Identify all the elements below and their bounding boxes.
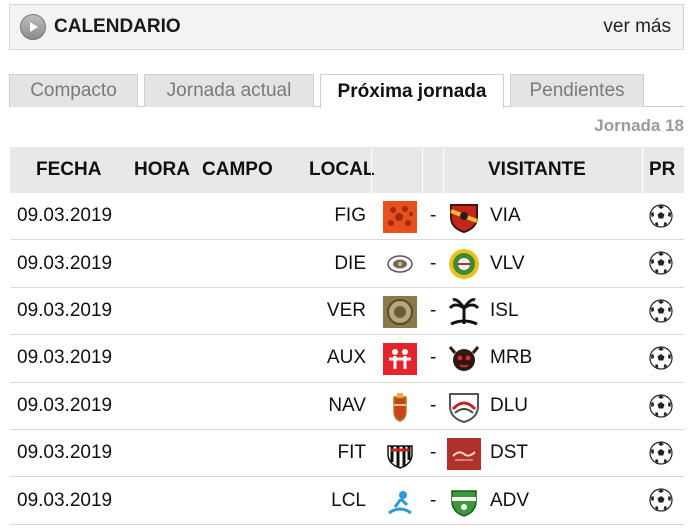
vs-separator: - [430,394,437,416]
match-date: 09.03.2019 [17,347,113,369]
round-label: Jornada 18 [594,116,684,135]
soccer-ball-icon[interactable] [649,299,673,323]
team-crest-icon[interactable] [383,343,417,376]
vs-separator: - [430,442,437,464]
team-crest-icon[interactable] [383,438,417,470]
header-divider [443,147,444,193]
col-fecha[interactable]: FECHA [36,159,102,180]
col-visitante[interactable]: VISITANTE [488,159,586,180]
team-crest-icon[interactable] [383,295,417,328]
home-team[interactable]: DIE [334,252,366,274]
soccer-ball-icon[interactable] [649,204,673,228]
away-team[interactable]: DST [490,442,528,464]
tab-bar: Compacto Jornada actual Próxima jornada … [9,74,685,108]
match-date: 09.03.2019 [17,252,113,274]
team-crest-icon[interactable] [447,391,481,423]
home-team[interactable]: VER [326,299,366,321]
vs-separator: - [430,299,437,321]
soccer-ball-icon[interactable] [649,441,673,465]
away-team[interactable]: VIA [490,205,521,227]
soccer-ball-icon[interactable] [649,346,673,370]
tab-jornada-actual[interactable]: Jornada actual [144,74,314,107]
home-team[interactable]: FIG [334,205,366,227]
team-crest-icon[interactable] [383,201,417,233]
vs-separator: - [430,347,437,369]
home-team[interactable]: AUX [326,347,366,369]
soccer-ball-icon[interactable] [649,251,673,275]
home-team[interactable]: LCL [331,489,366,511]
team-crest-icon[interactable] [447,437,481,470]
tab-compacto[interactable]: Compacto [9,74,138,107]
col-local[interactable]: LOCAL [309,159,375,180]
match-date: 09.03.2019 [17,489,113,511]
table-row[interactable]: 09.03.2019 LCL - ADV [10,477,684,525]
table-row[interactable]: 09.03.2019 FIT - DST [10,430,684,478]
vs-separator: - [430,205,437,227]
tab-pendientes[interactable]: Pendientes [510,74,644,107]
team-crest-icon[interactable] [447,248,481,280]
soccer-ball-icon[interactable] [649,488,673,512]
fixtures-table: FECHA HORA CAMPO LOCAL VISITANTE PR 09.0… [10,147,684,525]
play-circle-icon[interactable] [20,14,46,40]
col-pr[interactable]: PR [649,159,676,180]
table-header: FECHA HORA CAMPO LOCAL VISITANTE PR [10,147,684,193]
away-team[interactable]: DLU [490,394,529,416]
team-crest-icon[interactable] [447,485,481,518]
match-date: 09.03.2019 [17,205,113,227]
home-team[interactable]: FIT [337,442,367,464]
tab-proxima-jornada[interactable]: Próxima jornada [320,74,504,108]
vs-separator: - [430,489,437,511]
away-team[interactable]: MRB [490,347,533,369]
table-row[interactable]: 09.03.2019 VER - ISL [10,288,684,336]
table-row[interactable]: 09.03.2019 DIE - VLV [10,240,684,288]
team-crest-icon[interactable] [447,296,481,328]
header-divider [422,147,423,193]
home-team[interactable]: NAV [328,394,366,416]
away-team[interactable]: ADV [490,489,530,511]
team-crest-icon[interactable] [383,485,417,517]
match-date: 09.03.2019 [17,442,113,464]
away-team[interactable]: ISL [490,299,519,321]
calendar-header: CALENDARIO ver más [9,4,684,50]
team-crest-icon[interactable] [383,248,417,280]
team-crest-icon[interactable] [383,391,417,423]
away-team[interactable]: VLV [490,252,525,274]
match-date: 09.03.2019 [17,299,113,321]
header-divider [371,147,372,193]
see-more-link[interactable]: ver más [603,16,671,37]
table-row[interactable]: 09.03.2019 NAV - DLU [10,383,684,430]
table-row[interactable]: 09.03.2019 FIG - VIA [10,193,684,241]
vs-separator: - [430,252,437,274]
table-row[interactable]: 09.03.2019 AUX - MRB [10,335,684,383]
team-crest-icon[interactable] [447,201,481,233]
col-campo[interactable]: CAMPO [202,159,273,180]
team-crest-icon[interactable] [447,343,481,375]
match-date: 09.03.2019 [17,394,113,416]
col-hora[interactable]: HORA [134,159,190,180]
section-title: CALENDARIO [54,16,181,37]
soccer-ball-icon[interactable] [649,393,673,418]
header-divider [642,147,643,193]
